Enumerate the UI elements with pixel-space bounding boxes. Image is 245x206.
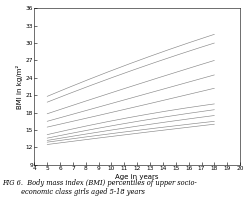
Text: FIG 6.  Body mass index (BMI) percentiles of upper socio-
         economic clas: FIG 6. Body mass index (BMI) percentiles…: [2, 179, 197, 196]
Y-axis label: BMI in kg/m²: BMI in kg/m²: [16, 64, 23, 109]
X-axis label: Age in years: Age in years: [115, 174, 159, 180]
